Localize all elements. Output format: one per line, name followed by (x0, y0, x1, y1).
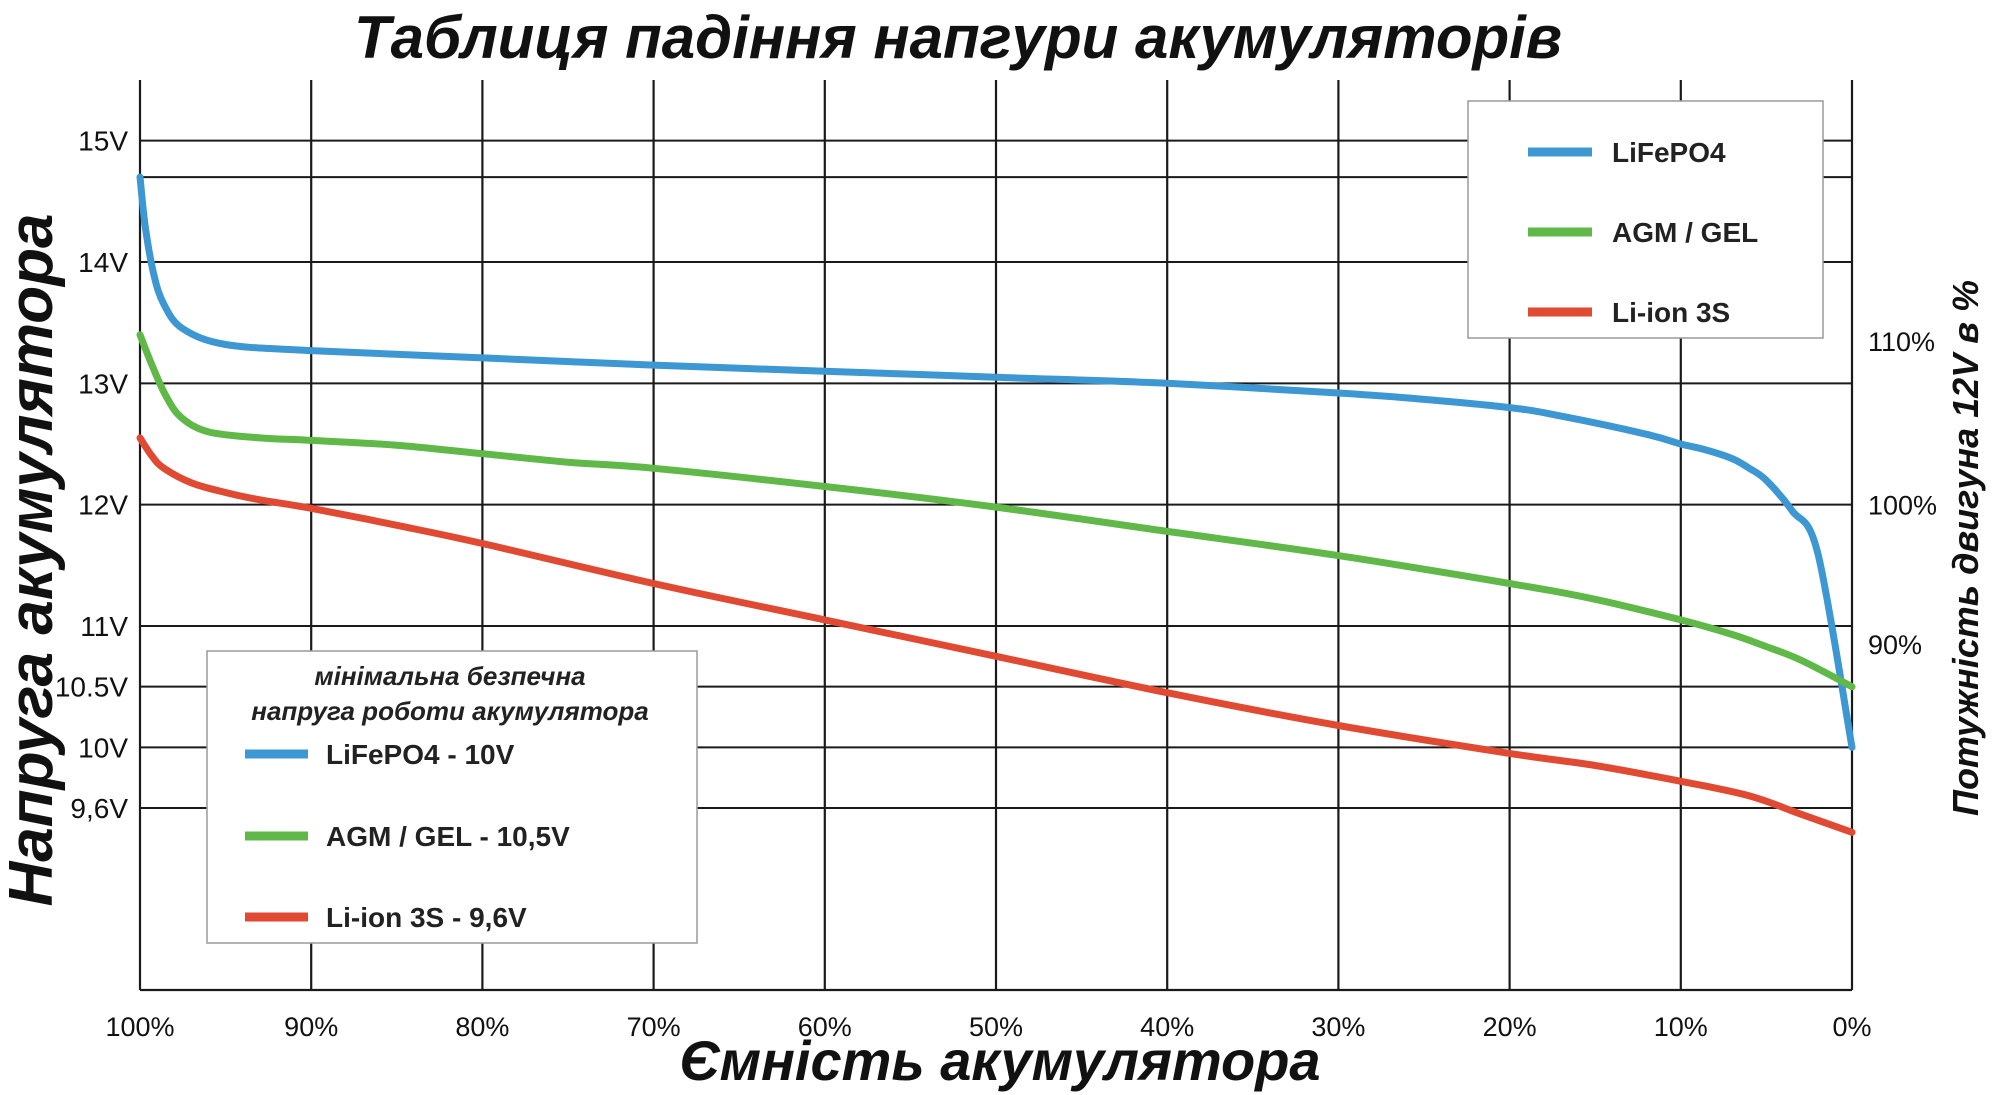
series-line-li-ion-3s (136, 434, 1856, 836)
y2-tick-label-0: 110% (1868, 327, 1935, 357)
series-line-lifepo4 (136, 173, 1856, 751)
x-tick-label-9: 10% (1654, 1012, 1708, 1042)
x-tick-label-1: 90% (284, 1012, 338, 1042)
y2-axis-title: Потужність двигуна 12V в % (1945, 280, 1986, 816)
x-tick-label-8: 20% (1483, 1012, 1537, 1042)
min-voltage-label-li-ion: Li-ion 3S - 9,6V (326, 902, 527, 933)
x-tick-label-2: 80% (455, 1012, 509, 1042)
legend-box (1467, 100, 1824, 339)
y-tick-label-4: 11V (80, 611, 128, 642)
series-lines (136, 173, 1856, 836)
y-axis-title: Напруга акумулятора (0, 214, 66, 907)
series-line-agm-gel (136, 331, 1856, 691)
y-tick-label-3: 12V (78, 490, 128, 521)
x-tick-label-7: 30% (1311, 1012, 1365, 1042)
min-voltage-label-lifepo4: LiFePO4 - 10V (326, 739, 515, 770)
x-tick-label-6: 40% (1140, 1012, 1194, 1042)
min-voltage-label-agm-gel: AGM / GEL - 10,5V (326, 821, 570, 852)
x-axis-title: Ємність акумулятора (679, 1029, 1320, 1092)
chart-title: Таблиця падіння напгури акумуляторів (354, 4, 1562, 71)
min-voltage-heading-line2: напруга роботи акумулятора (251, 696, 649, 726)
legend-label-li-ion: Li-ion 3S (1612, 297, 1730, 328)
x-tick-label-10: 0% (1832, 1012, 1871, 1042)
min-voltage-heading-line1: мінімальна безпечна (314, 661, 585, 691)
y2-tick-label-1: 100% (1868, 491, 1937, 521)
x-tick-label-4: 60% (798, 1012, 852, 1042)
y-tick-label-2: 13V (78, 368, 128, 399)
y2-tick-label-2: 90% (1868, 630, 1922, 660)
x-tick-label-5: 50% (969, 1012, 1023, 1042)
min-voltage-box: мінімальна безпечна напруга роботи акуму… (206, 650, 698, 944)
legend-label-agm-gel: AGM / GEL (1612, 217, 1758, 248)
min-voltage-box-frame (206, 650, 698, 944)
x-tick-label-3: 70% (627, 1012, 681, 1042)
legend-label-lifepo4: LiFePO4 (1612, 137, 1726, 168)
y-tick-label-7: 9,6V (70, 793, 128, 824)
axis-ticks: 100% 90% 80% 70% 60% 50% 40% 30% 20% 10% 0% 15V 14V 1… (55, 126, 1937, 1042)
y-tick-label-6: 10V (78, 732, 128, 763)
x-tick-label-0: 100% (105, 1012, 174, 1042)
y-tick-label-5: 10.5V (55, 672, 128, 703)
y-tick-label-1: 14V (78, 247, 128, 278)
legend: LiFePO4 AGM / GEL Li-ion 3S (1467, 100, 1824, 339)
y-tick-label-0: 15V (78, 126, 128, 157)
